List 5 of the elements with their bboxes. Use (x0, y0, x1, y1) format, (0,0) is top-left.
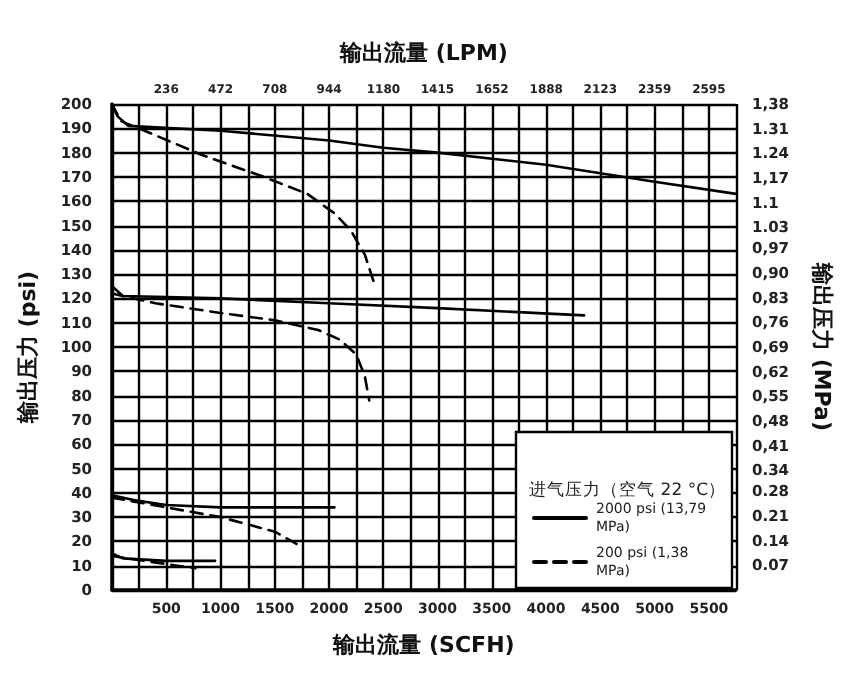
y2-axis-title: 输出压力 (MPa) (808, 260, 835, 432)
x-axis-title: 输出流量 (SCFH) (331, 632, 515, 658)
y-axis-title: 输出压力 (psi) (14, 270, 41, 426)
x2-axis-title: 输出流量 (LPM) (338, 40, 508, 66)
legend-title: 进气压力（空气 22 °C） (529, 479, 726, 501)
